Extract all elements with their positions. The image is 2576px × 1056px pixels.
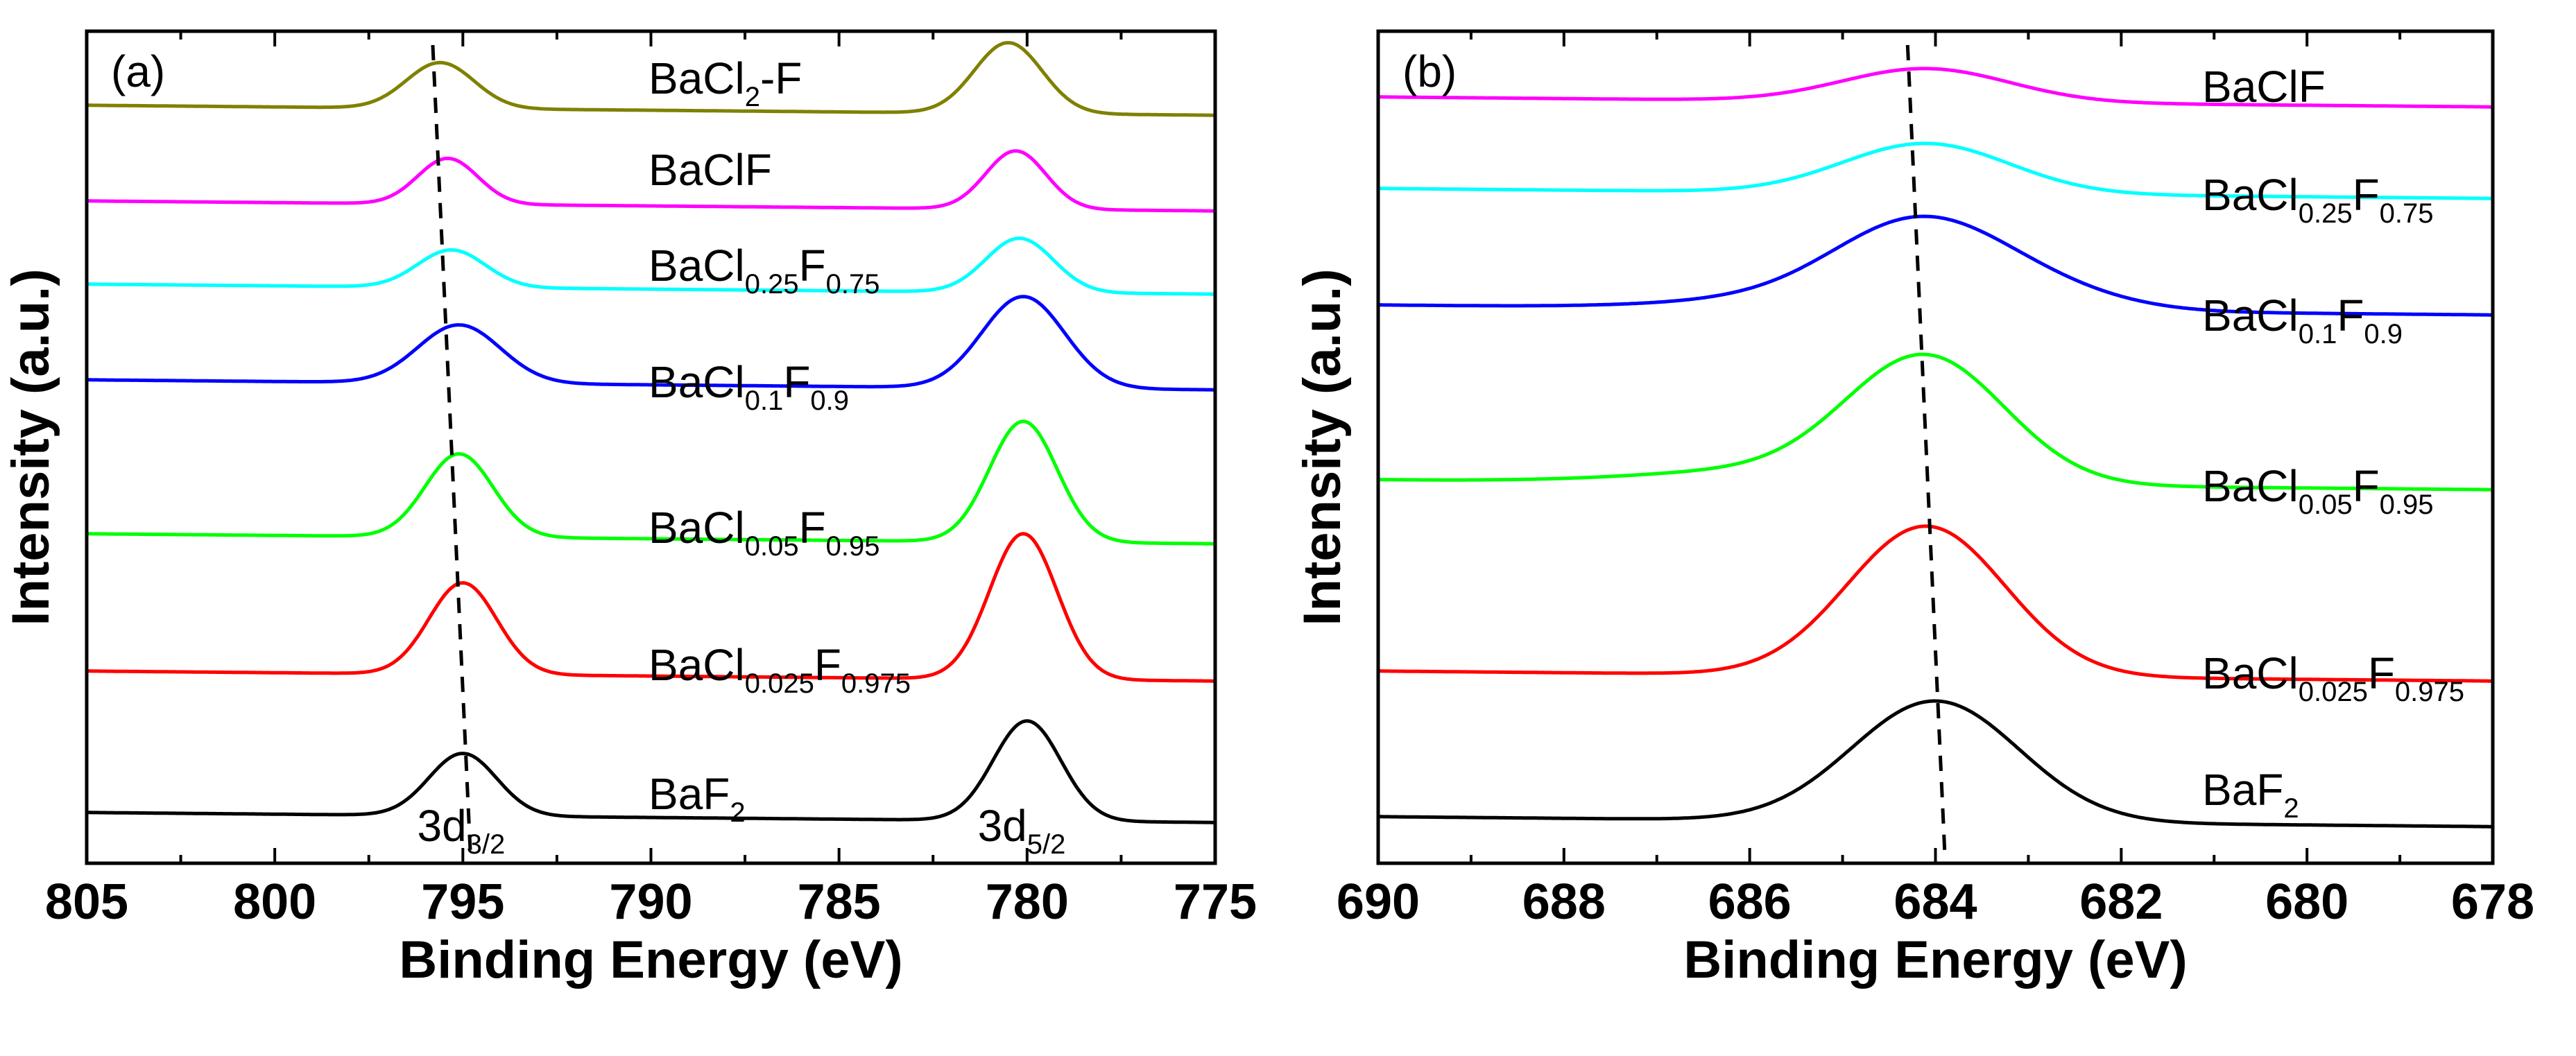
series-label-0: BaCl2-F <box>649 53 802 112</box>
series-label-3-text: BaCl <box>649 357 745 407</box>
panel-label: (b) <box>1402 46 1457 96</box>
series-label-3-text: BaCl <box>2202 461 2299 511</box>
series-label-2-text: F <box>799 241 826 291</box>
x-tick-label: 805 <box>45 874 128 930</box>
series-label-3-subscript: 0.9 <box>810 386 849 416</box>
series-label-4-subscript: 0.95 <box>826 531 880 562</box>
series-label-3-subscript: 0.95 <box>2380 490 2434 520</box>
series-label-4-subscript: 0.05 <box>745 531 799 562</box>
x-axis-title: Binding Energy (eV) <box>399 931 902 989</box>
series-label-0: BaClF <box>2202 62 2326 112</box>
series-label-5: BaF2 <box>2202 765 2299 824</box>
series-line-4 <box>87 419 1215 546</box>
x-tick-label: 680 <box>2265 874 2349 930</box>
series-line-1 <box>1378 141 2493 200</box>
y-axis-title: Intensity (a.u.) <box>1 268 60 625</box>
series-line-0 <box>1378 67 2493 109</box>
series-label-5-subscript: 0.975 <box>841 668 911 699</box>
series-label-0-text: -F <box>760 53 802 103</box>
x-tick-label: 790 <box>609 874 692 930</box>
plot-frame <box>1376 29 2495 865</box>
series-label-2: BaCl0.25F0.75 <box>649 241 880 300</box>
series-label-1-subscript: 0.75 <box>2380 198 2434 229</box>
series-label-5-text: BaCl <box>649 640 745 690</box>
series-label-3-subscript: 0.1 <box>745 386 784 416</box>
series-label-4-text: F <box>2368 648 2395 698</box>
x-tick-label: 800 <box>233 874 316 930</box>
x-tick-label: 678 <box>2451 874 2534 930</box>
panel-label: (a) <box>111 46 165 96</box>
x-tick-label: 688 <box>1522 874 1606 930</box>
series-label-2: BaCl0.1F0.9 <box>2202 291 2403 349</box>
peak-label-0: 3d3/2 <box>417 801 505 860</box>
series-label-2-subscript: 0.1 <box>2299 319 2337 349</box>
peak-label-1: 3d5/2 <box>978 801 1066 860</box>
series-line-2 <box>1378 214 2493 317</box>
x-tick-label: 775 <box>1174 874 1257 930</box>
series-line-2 <box>87 236 1215 296</box>
series-line-1 <box>87 149 1215 213</box>
series-label-0-subscript: 2 <box>745 82 760 112</box>
series-label-3-subscript: 0.05 <box>2299 490 2353 520</box>
series-label-4: BaCl0.025F0.975 <box>2202 648 2464 707</box>
series-label-6-text: BaF <box>649 769 730 819</box>
series-label-5-subscript: 2 <box>2283 793 2299 824</box>
series-label-2-text: BaCl <box>2202 291 2299 340</box>
series-label-4-text: BaCl <box>649 503 745 553</box>
series-label-5-text: F <box>814 640 841 690</box>
series-label-5-subscript: 0.025 <box>745 668 814 699</box>
series-label-0-text: BaCl <box>649 53 745 103</box>
series-label-3: BaCl0.05F0.95 <box>2202 461 2434 520</box>
panel-a: BaCl2-FBaClFBaCl0.25F0.75BaCl0.1F0.9BaCl… <box>1 29 1257 989</box>
series-label-3-text: F <box>2353 461 2380 511</box>
peak-label-0-subscript: 3/2 <box>467 829 506 860</box>
series-label-1-text: F <box>2353 170 2380 220</box>
series-label-1-text: BaCl <box>2202 170 2299 220</box>
x-axis-title: Binding Energy (eV) <box>1683 931 2187 989</box>
guide-dashed-line <box>1905 44 1947 854</box>
series-label-1-text: BaClF <box>649 145 772 195</box>
series-label-1: BaClF <box>649 145 772 195</box>
series-label-6-subscript: 2 <box>730 797 745 828</box>
peak-label-1-subscript: 5/2 <box>1027 829 1066 860</box>
series-line-3 <box>1378 352 2493 492</box>
guide-dashed-line <box>431 44 472 854</box>
series-line-0 <box>87 41 1215 117</box>
series-label-4-text: F <box>799 503 826 553</box>
panel-b: BaClFBaCl0.25F0.75BaCl0.1F0.9BaCl0.05F0.… <box>1293 29 2534 989</box>
x-tick-label: 684 <box>1894 874 1977 930</box>
series-label-3-text: F <box>783 357 810 407</box>
x-tick-label: 785 <box>798 874 881 930</box>
series-line-4 <box>1378 524 2493 683</box>
x-tick-label: 690 <box>1337 874 1420 930</box>
series-label-4-subscript: 0.975 <box>2395 677 2464 707</box>
x-tick-label: 780 <box>986 874 1069 930</box>
series-label-2-subscript: 0.9 <box>2364 319 2403 349</box>
series-line-5 <box>87 532 1215 683</box>
x-tick-label: 686 <box>1708 874 1792 930</box>
series-label-6: BaF2 <box>649 769 746 828</box>
peak-label-0-text: 3d <box>417 801 466 851</box>
peak-label-1-text: 3d <box>978 801 1027 851</box>
series-label-3: BaCl0.1F0.9 <box>649 357 849 416</box>
series-label-2-subscript: 0.75 <box>826 269 880 300</box>
x-tick-label: 795 <box>421 874 504 930</box>
series-line-5 <box>1378 699 2493 829</box>
series-label-5: BaCl0.025F0.975 <box>649 640 911 699</box>
y-axis-title: Intensity (a.u.) <box>1293 268 1352 625</box>
series-label-2-text: BaCl <box>649 241 745 291</box>
series-label-2-subscript: 0.25 <box>745 269 799 300</box>
series-label-1-subscript: 0.25 <box>2299 198 2353 229</box>
series-label-0-text: BaClF <box>2202 62 2326 112</box>
series-line-3 <box>87 295 1215 392</box>
series-label-4-text: BaCl <box>2202 648 2299 698</box>
series-label-2-text: F <box>2337 291 2364 340</box>
series-label-1: BaCl0.25F0.75 <box>2202 170 2434 229</box>
series-label-4: BaCl0.05F0.95 <box>649 503 880 562</box>
series-label-4-subscript: 0.025 <box>2299 677 2368 707</box>
series-label-5-text: BaF <box>2202 765 2283 815</box>
series-line-6 <box>87 719 1215 824</box>
x-tick-label: 682 <box>2079 874 2163 930</box>
